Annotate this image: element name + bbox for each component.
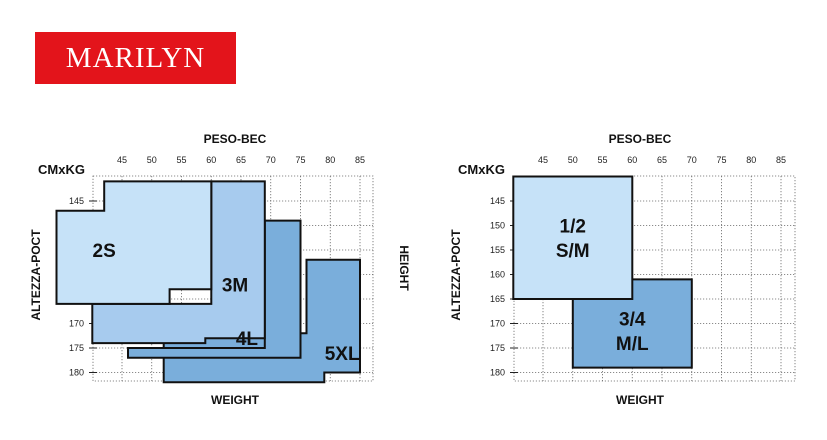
x-tick-label: 70 (687, 155, 697, 165)
size-label: M/L (616, 334, 649, 355)
left-axis-title: ALTEZZA-POCT (449, 229, 463, 321)
top-axis-title: PESO-BEC (609, 132, 672, 146)
x-tick-label: 55 (176, 155, 186, 165)
x-tick-label: 80 (325, 155, 335, 165)
corner-unit-label: CMxKG (458, 162, 505, 177)
size-label: 3/4 (619, 310, 646, 331)
y-tick-label: 160 (490, 270, 505, 280)
right-axis-title: HEIGHT (397, 245, 411, 291)
chart-2: 45 50 55 60 65 70 75 80 85 145 150 155 160 165 170 175 1… (449, 132, 796, 407)
size-region-2s (55, 180, 213, 305)
top-axis-title: PESO-BEC (204, 132, 267, 146)
bottom-axis-title: WEIGHT (616, 393, 665, 407)
size-label: 1/2 (560, 217, 586, 238)
y-tick-label: 145 (69, 196, 84, 206)
left-axis-title: ALTEZZA-POCT (29, 229, 43, 321)
brand-name: MARILYN (65, 41, 206, 74)
x-tick-label: 55 (597, 155, 607, 165)
x-tick-label: 50 (147, 155, 157, 165)
corner-unit-label: CMxKG (38, 162, 85, 177)
x-tick-label: 80 (746, 155, 756, 165)
x-tick-label: 60 (206, 155, 216, 165)
x-tick-label: 50 (568, 155, 578, 165)
brand-logo: MARILYN (35, 32, 236, 84)
x-tick-label: 60 (627, 155, 637, 165)
bottom-axis-title: WEIGHT (211, 393, 260, 407)
y-tick-label: 170 (69, 319, 84, 329)
y-tick-label: 170 (490, 319, 505, 329)
x-tick-label: 45 (117, 155, 127, 165)
x-tick-label: 70 (266, 155, 276, 165)
y-tick-label: 165 (490, 294, 505, 304)
y-tick-label: 145 (490, 196, 505, 206)
x-tick-label: 75 (295, 155, 305, 165)
size-region-1-2-s-m (512, 175, 634, 300)
size-label: 5XL (325, 344, 360, 365)
x-tick-label: 45 (538, 155, 548, 165)
size-label: 3M (222, 275, 248, 296)
y-tick-label: 180 (69, 368, 84, 378)
y-tick-label: 175 (490, 343, 505, 353)
x-tick-label: 85 (355, 155, 365, 165)
size-label: S/M (556, 241, 590, 262)
x-tick-label: 85 (776, 155, 786, 165)
y-tick-label: 180 (490, 368, 505, 378)
x-tick-label: 75 (716, 155, 726, 165)
chart-1: 4550556065707580851451501551601651701751… (29, 132, 411, 407)
x-tick-label: 65 (236, 155, 246, 165)
size-label: 2S (93, 241, 116, 262)
size-label: 4L (236, 329, 259, 350)
y-tick-label: 155 (490, 245, 505, 255)
size-region-3-4-m-l (571, 278, 693, 369)
y-tick-label: 175 (69, 343, 84, 353)
y-tick-label: 150 (490, 221, 505, 231)
x-tick-label: 65 (657, 155, 667, 165)
